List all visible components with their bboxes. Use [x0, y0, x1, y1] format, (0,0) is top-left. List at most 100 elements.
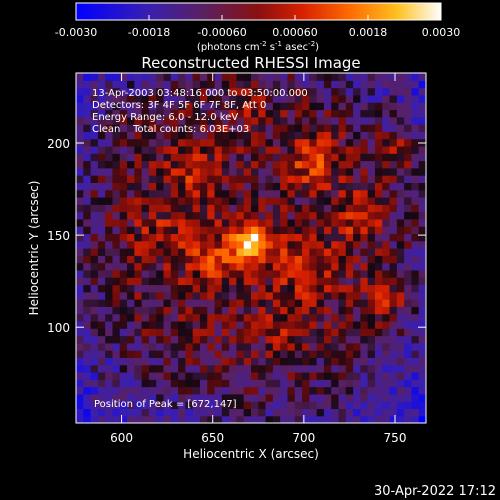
heatmap-pixel: [302, 393, 310, 402]
heatmap-pixel: [170, 255, 179, 264]
heatmap-pixel: [127, 248, 135, 256]
heatmap-pixel: [185, 73, 194, 81]
heatmap-pixel: [353, 233, 361, 242]
heatmap-pixel: [404, 284, 413, 293]
heatmap-pixel: [148, 189, 157, 198]
heatmap-pixel: [404, 255, 413, 264]
heatmap-pixel: [353, 255, 361, 264]
heatmap-pixel: [280, 255, 289, 264]
heatmap-pixel: [309, 218, 318, 227]
heatmap-pixel: [221, 160, 230, 169]
heatmap-pixel: [338, 138, 347, 147]
heatmap-pixel: [178, 415, 186, 423]
heatmap-pixel: [345, 145, 354, 154]
heatmap-pixel: [331, 189, 340, 198]
heatmap-pixel: [170, 138, 179, 147]
heatmap-pixel: [236, 102, 245, 111]
heatmap-pixel: [251, 357, 259, 366]
heatmap-pixel: [119, 306, 128, 315]
heatmap-pixel: [236, 364, 245, 373]
heatmap-pixel: [345, 262, 354, 271]
heatmap-pixel: [127, 415, 135, 423]
heatmap-pixel: [163, 401, 172, 410]
heatmap-pixel: [199, 350, 208, 358]
heatmap-pixel: [156, 371, 165, 380]
heatmap-pixel: [97, 342, 106, 351]
heatmap-pixel: [411, 269, 420, 278]
heatmap-pixel: [396, 94, 405, 103]
heatmap-pixel: [287, 262, 296, 271]
heatmap-pixel: [374, 182, 383, 191]
heatmap-pixel: [418, 211, 426, 220]
heatmap-pixel: [141, 393, 150, 402]
heatmap-pixel: [382, 109, 391, 118]
heatmap-pixel: [192, 116, 201, 125]
heatmap-pixel: [97, 335, 106, 344]
heatmap-pixel: [127, 189, 135, 198]
heatmap-pixel: [302, 262, 310, 271]
heatmap-pixel: [338, 248, 347, 256]
heatmap-pixel: [353, 415, 361, 423]
heatmap-pixel: [323, 248, 332, 256]
heatmap-pixel: [119, 291, 128, 300]
heatmap-pixel: [272, 160, 281, 169]
heatmap-pixel: [309, 342, 318, 351]
heatmap-pixel: [163, 211, 172, 220]
heatmap-pixel: [404, 102, 413, 111]
heatmap-pixel: [374, 218, 383, 227]
heatmap-pixel: [302, 175, 310, 183]
heatmap-pixel: [76, 364, 84, 373]
heatmap-pixel: [374, 138, 383, 147]
heatmap-pixel: [207, 211, 216, 220]
heatmap-pixel: [345, 342, 354, 351]
heatmap-pixel: [141, 182, 150, 191]
heatmap-pixel: [338, 393, 347, 402]
heatmap-pixel: [382, 138, 391, 147]
heatmap-pixel: [316, 211, 325, 220]
heatmap-pixel: [134, 255, 143, 264]
heatmap-pixel: [331, 269, 340, 278]
heatmap-pixel: [294, 291, 303, 300]
heatmap-pixel: [389, 102, 398, 111]
heatmap-pixel: [374, 393, 383, 402]
heatmap-pixel: [221, 109, 230, 118]
heatmap-pixel: [316, 145, 325, 154]
heatmap-pixel: [396, 233, 405, 242]
heatmap-pixel: [367, 160, 376, 169]
heatmap-pixel: [302, 335, 310, 344]
heatmap-pixel: [367, 196, 376, 205]
heatmap-pixel: [367, 102, 376, 111]
heatmap-pixel: [251, 393, 259, 402]
heatmap-pixel: [272, 364, 281, 373]
heatmap-pixel: [170, 218, 179, 227]
heatmap-pixel: [163, 80, 172, 89]
heatmap-pixel: [221, 342, 230, 351]
heatmap-pixel: [294, 313, 303, 322]
heatmap-pixel: [134, 306, 143, 315]
heatmap-pixel: [309, 335, 318, 344]
heatmap-pixel: [214, 320, 223, 329]
heatmap-pixel: [272, 211, 281, 220]
heatmap-pixel: [76, 320, 84, 329]
heatmap-pixel: [331, 102, 340, 111]
heatmap-pixel: [105, 415, 114, 423]
heatmap-pixel: [97, 386, 106, 395]
heatmap-pixel: [316, 393, 325, 402]
heatmap-pixel: [156, 175, 165, 183]
heatmap-pixel: [396, 153, 405, 162]
heatmap-pixel: [360, 371, 369, 380]
heatmap-pixel: [251, 211, 259, 220]
heatmap-pixel: [119, 131, 128, 140]
footer-timestamp: 30-Apr-2022 17:12: [374, 484, 496, 499]
heatmap-pixel: [251, 182, 259, 191]
heatmap-pixel: [127, 160, 135, 169]
heatmap-pixel: [243, 255, 252, 264]
heatmap-pixel: [251, 233, 259, 242]
heatmap-pixel: [141, 87, 150, 96]
heatmap-pixel: [221, 73, 230, 81]
heatmap-pixel: [338, 335, 347, 344]
heatmap-pixel: [163, 73, 172, 81]
annotation-block: 13-Apr-2003 03:48:16.000 to 03:50:00.000…: [92, 88, 308, 135]
heatmap-pixel: [76, 80, 84, 89]
heatmap-pixel: [156, 269, 165, 278]
